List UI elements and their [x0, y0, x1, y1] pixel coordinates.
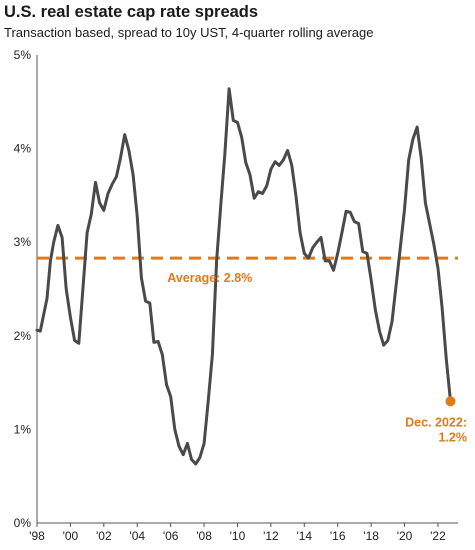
series-line — [35, 87, 452, 466]
chart-title: U.S. real estate cap rate spreads — [4, 3, 259, 21]
y-tick-label: 0% — [14, 516, 32, 530]
x-tick-label: '10 — [230, 529, 246, 543]
x-tick-label: '04 — [129, 529, 145, 543]
average-label: Average: 2.8% — [167, 271, 252, 285]
x-tick-label: '22 — [430, 529, 446, 543]
endpoint-label-date: Dec. 2022: — [405, 415, 467, 429]
chart-subtitle: Transaction based, spread to 10y UST, 4-… — [4, 25, 374, 40]
x-axis-ticks: '98 '00 '02 '04 '06 '08 '10 '12 '14 '16 '18 '20 '22 — [29, 523, 446, 543]
x-tick-label: '18 — [363, 529, 379, 543]
y-tick-label: 5% — [14, 48, 32, 62]
y-tick-label: 4% — [14, 142, 32, 156]
x-tick-label: '02 — [96, 529, 112, 543]
x-tick-label: '14 — [296, 529, 312, 543]
y-tick-label: 1% — [14, 422, 32, 436]
x-tick-label: '06 — [163, 529, 179, 543]
y-tick-label: 3% — [14, 235, 32, 249]
x-tick-label: '00 — [63, 529, 79, 543]
series-layer — [35, 87, 452, 466]
x-tick-label: '08 — [196, 529, 212, 543]
y-tick-label: 2% — [14, 329, 32, 343]
x-tick-label: '12 — [263, 529, 279, 543]
endpoint-label-value: 1.2% — [439, 430, 468, 444]
x-tick-label: '16 — [330, 529, 346, 543]
x-tick-label: '98 — [29, 529, 45, 543]
endpoint-marker — [445, 396, 456, 407]
x-tick-label: '20 — [397, 529, 413, 543]
y-axis-ticks: 0% 1% 2% 3% 4% 5% — [14, 48, 32, 530]
